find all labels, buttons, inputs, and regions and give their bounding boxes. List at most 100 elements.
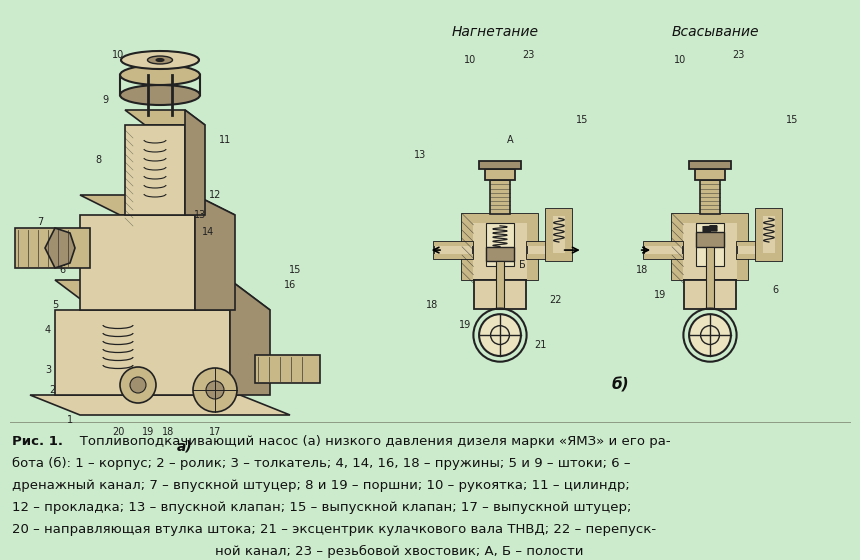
Text: 22: 22 <box>549 295 562 305</box>
Text: б): б) <box>611 377 629 393</box>
Text: 10: 10 <box>674 55 686 65</box>
Bar <box>756 209 763 261</box>
Bar <box>462 213 538 223</box>
Text: Топливоподкачивающий насос (а) низкого давления дизеля марки «ЯМЗ» и его ра-: Топливоподкачивающий насос (а) низкого д… <box>67 435 671 448</box>
Text: 4: 4 <box>45 325 51 335</box>
Bar <box>545 209 572 261</box>
Text: 6: 6 <box>772 285 778 295</box>
Polygon shape <box>125 110 205 125</box>
Bar <box>255 355 320 383</box>
Bar <box>672 213 684 280</box>
Text: 15: 15 <box>786 115 798 125</box>
Bar <box>756 209 783 261</box>
Polygon shape <box>55 280 270 310</box>
Text: Б: Б <box>519 260 525 270</box>
Circle shape <box>206 381 224 399</box>
Text: 23: 23 <box>732 50 744 60</box>
Text: Рис. 1.: Рис. 1. <box>12 435 63 448</box>
Text: Всасывание: Всасывание <box>672 25 759 39</box>
Text: 20 – направляющая втулка штока; 21 – эксцентрик кулачкового вала ТНВД; 22 – пере: 20 – направляющая втулка штока; 21 – экс… <box>12 523 656 536</box>
Text: 10: 10 <box>464 55 476 65</box>
Bar <box>479 161 521 169</box>
Text: 15: 15 <box>289 265 301 275</box>
Text: 9: 9 <box>102 95 108 105</box>
Bar <box>80 215 195 310</box>
Bar <box>643 254 684 259</box>
Ellipse shape <box>121 51 199 69</box>
Text: 13: 13 <box>194 210 206 220</box>
Bar <box>699 180 721 213</box>
Bar <box>496 262 504 309</box>
Text: 11: 11 <box>219 135 231 145</box>
Bar <box>737 241 777 259</box>
Bar <box>433 241 473 259</box>
Bar <box>433 254 473 259</box>
Text: 17: 17 <box>209 427 221 437</box>
Text: дренажный канал; 7 – впускной штуцер; 8 и 19 – поршни; 10 – рукоятка; 11 – цилин: дренажный канал; 7 – впускной штуцер; 8 … <box>12 479 630 492</box>
Ellipse shape <box>120 65 200 85</box>
Text: 12 – прокладка; 13 – впускной клапан; 15 – выпускной клапан; 17 – выпускной штуц: 12 – прокладка; 13 – впускной клапан; 15… <box>12 501 631 514</box>
Bar <box>526 213 538 280</box>
Bar <box>684 280 736 309</box>
Text: 16: 16 <box>284 280 296 290</box>
Bar <box>545 253 572 261</box>
Polygon shape <box>80 195 235 215</box>
Text: а): а) <box>177 440 193 454</box>
Bar <box>695 169 725 180</box>
Bar <box>643 241 684 246</box>
Bar <box>15 228 90 268</box>
Bar <box>526 241 567 246</box>
Bar <box>565 209 572 261</box>
Text: ной канал; 23 – резьбовой хвостовик; А, Б – полости: ной канал; 23 – резьбовой хвостовик; А, … <box>215 545 583 558</box>
Bar <box>737 254 777 259</box>
Text: Нагнетание: Нагнетание <box>452 25 538 39</box>
Bar <box>756 209 783 216</box>
Text: 18: 18 <box>162 427 174 437</box>
Bar <box>689 161 731 169</box>
Bar <box>696 223 724 266</box>
Bar <box>696 231 724 246</box>
Bar <box>756 253 783 261</box>
Bar <box>486 223 514 266</box>
Text: 8: 8 <box>95 155 101 165</box>
Circle shape <box>120 367 156 403</box>
Text: 15: 15 <box>576 115 588 125</box>
Text: 19: 19 <box>142 427 154 437</box>
Polygon shape <box>185 110 205 215</box>
Text: бота (б): 1 – корпус; 2 – ролик; 3 – толкатель; 4, 14, 16, 18 – пружины; 5 и 9 –: бота (б): 1 – корпус; 2 – ролик; 3 – тол… <box>12 457 630 470</box>
Bar <box>737 241 777 246</box>
Bar <box>775 209 783 261</box>
Text: 21: 21 <box>534 340 546 350</box>
Text: 1: 1 <box>67 415 73 425</box>
Bar <box>706 246 714 309</box>
Bar <box>485 169 515 180</box>
Text: 5: 5 <box>52 300 58 310</box>
Bar <box>672 213 748 223</box>
Polygon shape <box>195 195 235 310</box>
Text: 2: 2 <box>49 385 55 395</box>
Bar <box>489 180 511 213</box>
Text: 3: 3 <box>45 365 51 375</box>
Bar <box>672 213 748 280</box>
Text: 18: 18 <box>636 265 648 275</box>
Text: 18: 18 <box>426 300 438 310</box>
Bar <box>643 241 684 259</box>
Bar <box>474 280 526 309</box>
Text: A: A <box>507 135 513 145</box>
Bar <box>545 209 553 261</box>
Bar <box>545 209 572 216</box>
Circle shape <box>479 314 521 356</box>
Text: 19: 19 <box>654 290 666 300</box>
Text: 20: 20 <box>112 427 124 437</box>
Text: 23: 23 <box>522 50 534 60</box>
Text: 19: 19 <box>459 320 471 330</box>
Polygon shape <box>45 228 75 268</box>
Circle shape <box>689 314 731 356</box>
Ellipse shape <box>120 85 200 105</box>
Circle shape <box>193 368 237 412</box>
Bar <box>462 213 538 280</box>
Text: 6: 6 <box>59 265 65 275</box>
Bar <box>433 241 473 246</box>
Ellipse shape <box>148 56 173 64</box>
Text: 12: 12 <box>209 190 221 200</box>
